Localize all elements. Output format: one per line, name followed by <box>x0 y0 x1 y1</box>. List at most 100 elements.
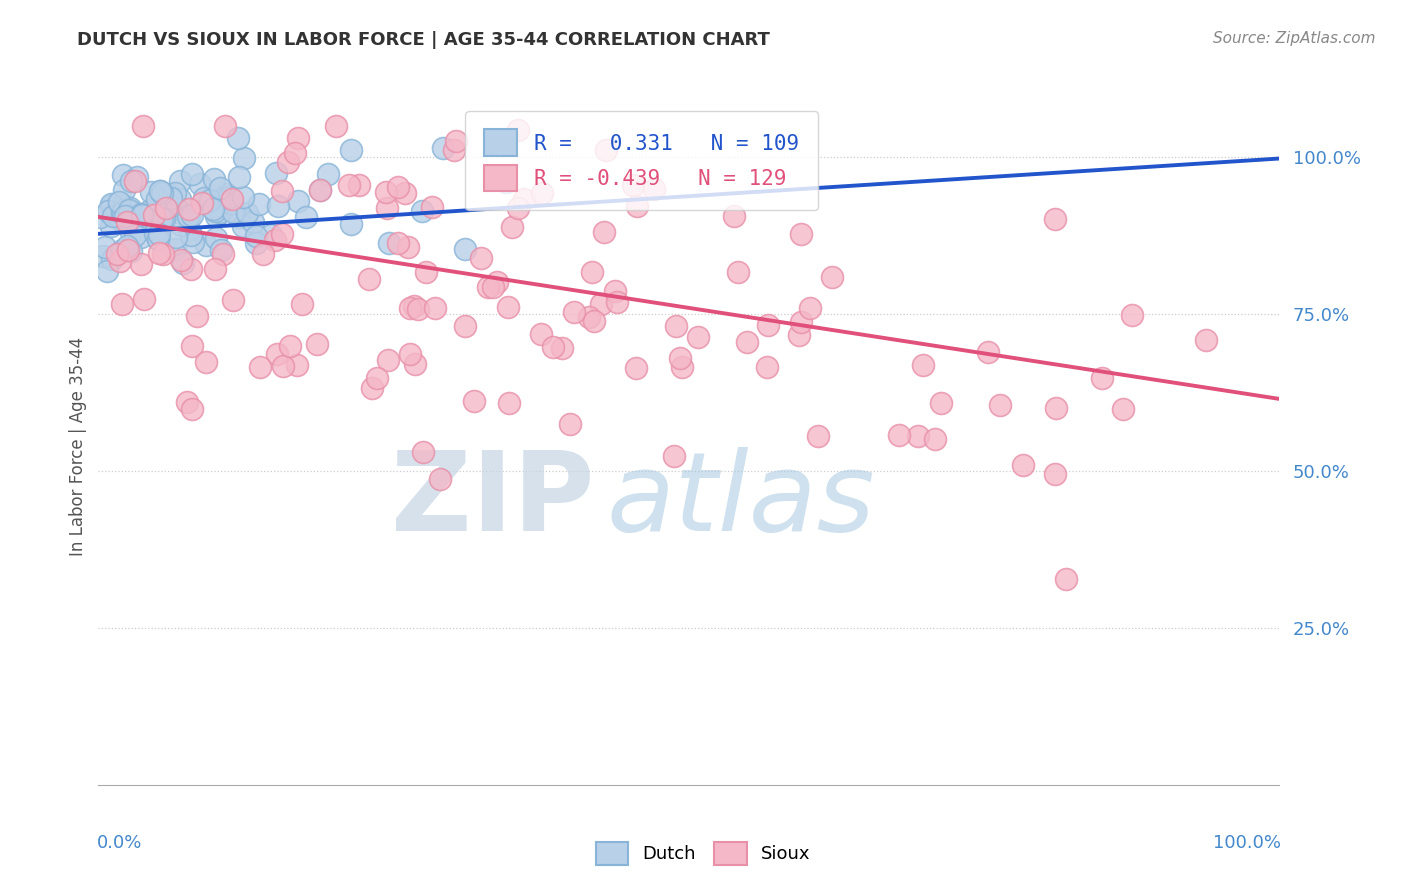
Point <box>249 360 271 375</box>
Point <box>287 131 309 145</box>
Point <box>316 167 339 181</box>
Point <box>294 210 316 224</box>
Point <box>169 173 191 187</box>
Point <box>1045 401 1067 415</box>
Point <box>1091 371 1114 385</box>
Point <box>420 200 443 214</box>
Point <box>228 211 250 225</box>
Text: Source: ZipAtlas.com: Source: ZipAtlas.com <box>1212 31 1375 46</box>
Text: 100.0%: 100.0% <box>1212 834 1281 852</box>
Point <box>377 353 399 368</box>
Point <box>117 244 139 258</box>
Point <box>463 393 485 408</box>
Point <box>149 184 172 198</box>
Point <box>432 141 454 155</box>
Point <box>94 239 117 253</box>
Point <box>340 217 363 231</box>
Point <box>139 186 162 200</box>
Point <box>477 280 499 294</box>
Point <box>581 265 603 279</box>
Point <box>595 143 617 157</box>
Point <box>112 183 135 197</box>
Text: ZIP: ZIP <box>391 447 595 554</box>
Point <box>394 186 416 201</box>
Point <box>180 168 202 182</box>
Point <box>215 187 238 202</box>
Point <box>277 154 299 169</box>
Point <box>404 357 426 371</box>
Point <box>149 184 172 198</box>
Point <box>97 204 120 219</box>
Point <box>188 177 211 191</box>
Point <box>271 227 294 242</box>
Point <box>498 395 520 409</box>
Point <box>120 174 142 188</box>
Point <box>165 186 187 200</box>
Point <box>150 211 173 226</box>
Point <box>201 202 224 216</box>
Point <box>131 257 153 271</box>
Point <box>118 201 141 215</box>
Point <box>357 272 380 286</box>
Point <box>179 202 201 216</box>
Point <box>387 235 409 250</box>
Point <box>541 340 564 354</box>
Point <box>115 241 138 255</box>
Point <box>193 192 215 206</box>
Point <box>96 264 118 278</box>
Point <box>787 328 810 343</box>
Point <box>112 198 135 212</box>
Point <box>205 209 228 223</box>
Point <box>211 243 233 257</box>
Point <box>643 181 665 195</box>
Point <box>226 131 249 145</box>
Point <box>912 358 935 372</box>
Point <box>454 319 477 334</box>
Point <box>406 302 429 317</box>
Point <box>115 238 138 252</box>
Point <box>605 284 627 298</box>
Point <box>285 358 308 372</box>
Point <box>180 228 202 243</box>
Point <box>1054 572 1077 586</box>
Text: atlas: atlas <box>606 447 875 554</box>
Point <box>562 305 585 319</box>
Point <box>214 119 236 133</box>
Point <box>228 169 250 184</box>
Point <box>378 235 401 250</box>
Point <box>108 194 131 209</box>
Point <box>977 345 1000 359</box>
Point <box>284 146 307 161</box>
Point <box>429 472 451 486</box>
Point <box>131 208 153 222</box>
Point <box>399 301 422 316</box>
Point <box>180 339 202 353</box>
Point <box>727 264 749 278</box>
Point <box>221 195 243 210</box>
Point <box>621 178 644 193</box>
Point <box>111 214 134 228</box>
Point <box>929 395 952 409</box>
Point <box>337 178 360 192</box>
Point <box>486 276 509 290</box>
Point <box>100 219 122 234</box>
Point <box>626 360 648 375</box>
Point <box>179 262 201 277</box>
Point <box>139 202 162 217</box>
Point <box>165 229 187 244</box>
Point <box>470 251 492 265</box>
Point <box>91 249 114 263</box>
Point <box>221 205 243 219</box>
Point <box>550 341 572 355</box>
Point <box>202 199 225 213</box>
Point <box>124 227 146 242</box>
Point <box>495 175 517 189</box>
Point <box>148 246 170 260</box>
Point <box>190 196 212 211</box>
Point <box>593 225 616 239</box>
Point <box>111 206 134 220</box>
Point <box>305 337 328 351</box>
Point <box>266 347 288 361</box>
Point <box>247 197 270 211</box>
Point <box>179 209 201 223</box>
